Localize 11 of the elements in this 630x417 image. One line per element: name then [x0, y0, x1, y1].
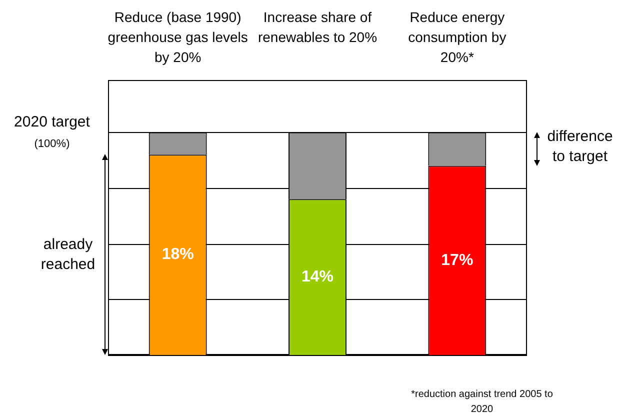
- text: *reduction against trend 2005 to 2020: [411, 388, 554, 415]
- x-tick-label: Increase share of renewables to 20%: [258, 8, 378, 45]
- ref-line-label: 2020 target: [14, 114, 91, 131]
- text: (100%): [34, 138, 70, 150]
- data-label: 14%: [301, 268, 334, 286]
- data-label: 17%: [441, 252, 474, 269]
- x-tick-label: Reduce (base 1990) greenhouse gas levels by 20%: [108, 8, 248, 65]
- data-label: 18%: [162, 246, 194, 264]
- text: difference to target: [547, 128, 613, 166]
- text: already reached: [40, 236, 96, 274]
- x-tick-label: Reduce energy consumption by 20%*: [408, 8, 506, 65]
